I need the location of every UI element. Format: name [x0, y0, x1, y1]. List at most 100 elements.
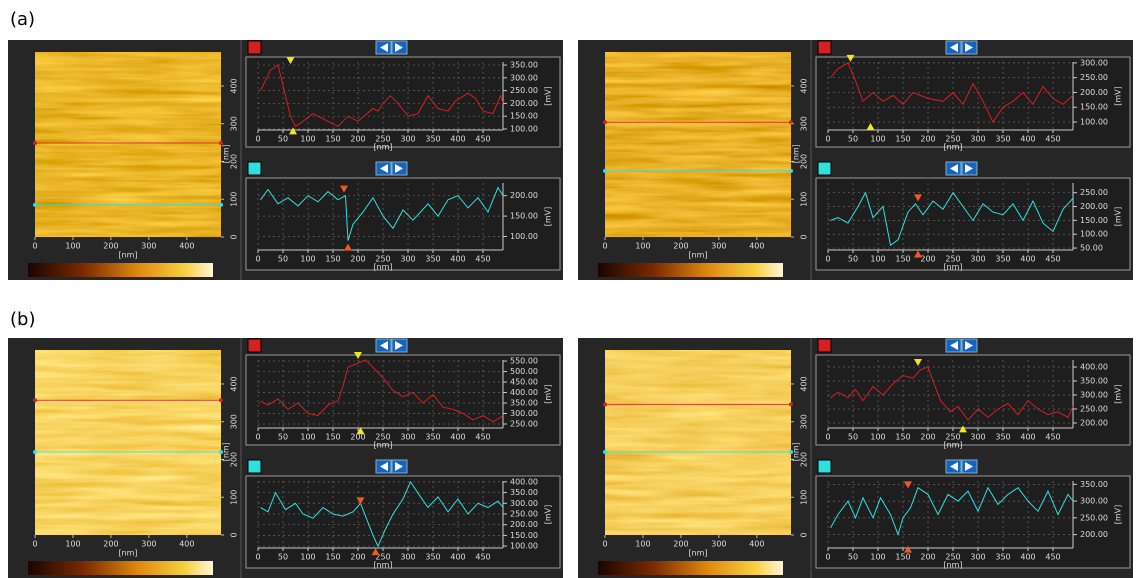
y-tick-label: 100.00	[510, 542, 538, 551]
y-tick-label: 500.00	[510, 367, 538, 376]
y-tick-label: 0	[800, 532, 809, 537]
x-tick-label: 300	[400, 433, 415, 442]
x-tick-label: 400	[1020, 135, 1035, 144]
x-tick-label: 300	[400, 135, 415, 144]
x-tick-label: 300	[141, 242, 156, 251]
x-tick-label: 450	[475, 553, 490, 562]
x-tick-label: 100	[300, 135, 315, 144]
afm-image	[35, 52, 221, 237]
scan-line-end	[33, 450, 37, 454]
x-tick-label: 200	[920, 255, 935, 264]
y-axis-label: [mV]	[1114, 207, 1123, 227]
x-tick-label: 150	[895, 255, 910, 264]
x-tick-label: 400	[1020, 255, 1035, 264]
afm-image	[605, 350, 791, 535]
x-tick-label: 200	[350, 135, 365, 144]
y-tick-label: 250.00	[510, 509, 538, 518]
y-tick-label: 400	[230, 78, 239, 93]
x-tick-label: 200	[920, 135, 935, 144]
x-tick-label: 400	[1020, 433, 1035, 442]
x-axis-label: [nm]	[943, 263, 962, 272]
x-tick-label: 50	[278, 255, 288, 264]
x-tick-label: 100	[65, 540, 80, 549]
x-tick-label: 50	[278, 433, 288, 442]
y-axis-label: [nm]	[792, 144, 801, 163]
scan-line-end	[603, 402, 607, 406]
x-tick-label: 400	[179, 540, 194, 549]
y-tick-label: 250.00	[1080, 188, 1108, 197]
y-tick-label: 200.00	[1080, 530, 1108, 539]
x-tick-label: 200	[673, 540, 688, 549]
x-axis-label: [nm]	[373, 263, 392, 272]
profile-color-square	[818, 339, 831, 352]
y-tick-label: 350.00	[1080, 480, 1108, 489]
x-tick-label: 0	[255, 553, 260, 562]
x-axis-label: [nm]	[373, 441, 392, 450]
x-tick-label: 350	[425, 255, 440, 264]
x-tick-label: 200	[350, 255, 365, 264]
y-tick-label: 200.00	[510, 99, 538, 108]
y-tick-label: 350.00	[510, 61, 538, 70]
y-tick-label: 300	[800, 414, 809, 429]
scan-line-end	[33, 203, 37, 207]
x-axis-label: [nm]	[118, 251, 137, 260]
x-tick-label: 0	[602, 540, 607, 549]
y-tick-label: 250.00	[510, 86, 538, 95]
y-tick-label: 100	[230, 192, 239, 207]
x-tick-label: 300	[711, 540, 726, 549]
x-tick-label: 50	[848, 553, 858, 562]
x-tick-label: 400	[450, 433, 465, 442]
y-axis-label: [mV]	[544, 505, 553, 525]
x-tick-label: 300	[400, 553, 415, 562]
x-tick-label: 100	[870, 135, 885, 144]
x-axis-label: [nm]	[373, 143, 392, 152]
x-axis-label: [nm]	[943, 143, 962, 152]
x-tick-label: 350	[425, 433, 440, 442]
x-axis-label: [nm]	[373, 561, 392, 570]
y-tick-label: 100.00	[1080, 230, 1108, 239]
scan-line-end	[33, 398, 37, 402]
x-tick-label: 450	[1045, 135, 1060, 144]
scan-line-end	[219, 203, 223, 207]
x-tick-label: 150	[325, 553, 340, 562]
figure: (a) (b) 0100200300400[nm]0100200300400[n…	[0, 0, 1137, 578]
x-tick-label: 350	[995, 255, 1010, 264]
x-tick-label: 350	[995, 553, 1010, 562]
x-tick-label: 150	[895, 433, 910, 442]
y-tick-label: 300.00	[510, 499, 538, 508]
y-tick-label: 400.00	[510, 477, 538, 486]
page: (a) (b) 0100200300400[nm]0100200300400[n…	[0, 0, 1137, 578]
x-tick-label: 300	[141, 540, 156, 549]
x-tick-label: 150	[325, 135, 340, 144]
x-tick-label: 50	[848, 433, 858, 442]
profile-color-square	[248, 460, 261, 473]
y-tick-label: 450.00	[510, 378, 538, 387]
scan-line-end	[789, 169, 793, 173]
x-tick-label: 0	[825, 553, 830, 562]
x-axis-label: [nm]	[688, 549, 707, 558]
scan-line-end	[603, 120, 607, 124]
y-tick-label: 50.00	[1080, 244, 1103, 253]
x-tick-label: 400	[749, 242, 764, 251]
profile-color-square	[818, 162, 831, 175]
y-axis-label: [mV]	[1114, 384, 1123, 404]
scan-line-end	[603, 169, 607, 173]
y-axis-label: [nm]	[792, 442, 801, 461]
y-tick-label: 150.00	[1080, 216, 1108, 225]
x-tick-label: 300	[711, 242, 726, 251]
scan-line-end	[33, 141, 37, 145]
y-tick-label: 100.00	[510, 232, 538, 241]
x-axis-label: [nm]	[943, 441, 962, 450]
x-tick-label: 0	[32, 242, 37, 251]
y-tick-label: 100.00	[510, 124, 538, 133]
x-tick-label: 150	[325, 255, 340, 264]
y-tick-label: 400	[230, 376, 239, 391]
x-tick-label: 400	[450, 135, 465, 144]
y-tick-label: 300	[230, 116, 239, 131]
x-tick-label: 300	[970, 553, 985, 562]
scan-line-end	[789, 402, 793, 406]
x-tick-label: 350	[995, 135, 1010, 144]
x-tick-label: 0	[255, 135, 260, 144]
x-tick-label: 350	[995, 433, 1010, 442]
x-tick-label: 100	[635, 242, 650, 251]
